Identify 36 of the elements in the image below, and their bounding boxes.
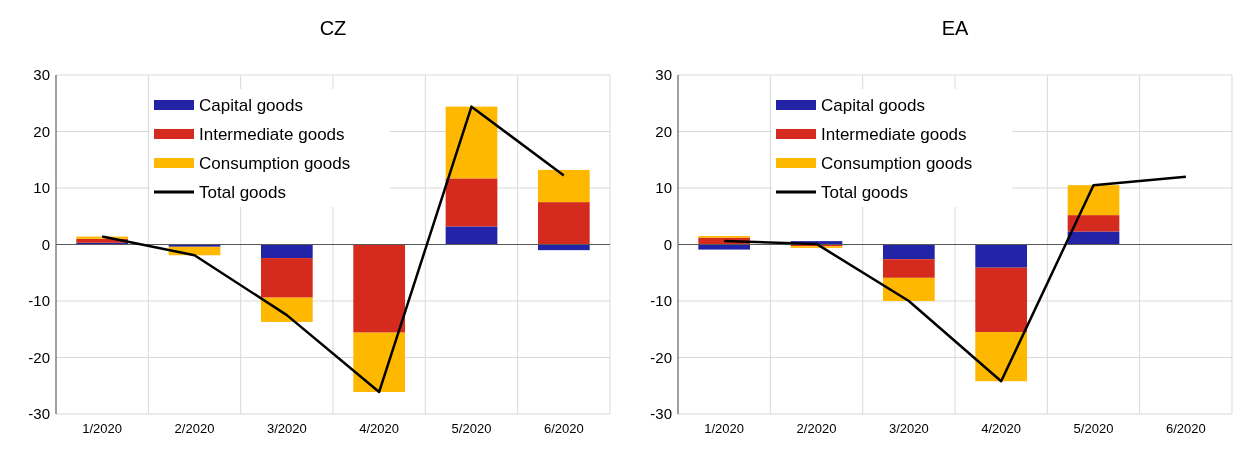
chart-title: CZ bbox=[319, 17, 347, 39]
x-tick-label: 5/2020 bbox=[451, 421, 492, 436]
y-tick-label: -30 bbox=[28, 405, 50, 423]
y-tick-label: -20 bbox=[650, 348, 672, 366]
x-tick-label: 6/2020 bbox=[543, 421, 584, 436]
y-tick-label: 0 bbox=[41, 235, 50, 253]
legend-label: Intermediate goods bbox=[821, 124, 967, 144]
y-tick-label: 10 bbox=[655, 179, 672, 197]
y-tick-label: -10 bbox=[28, 292, 50, 310]
y-tick-label: -30 bbox=[650, 405, 672, 423]
y-tick-label: 30 bbox=[33, 66, 50, 84]
x-tick-label: 3/2020 bbox=[266, 421, 307, 436]
chart-title: EA bbox=[941, 17, 969, 39]
x-tick-label: 2/2020 bbox=[174, 421, 215, 436]
y-tick-label: 30 bbox=[655, 66, 672, 84]
x-tick-label: 4/2020 bbox=[981, 421, 1022, 436]
legend-label: Intermediate goods bbox=[199, 124, 345, 144]
legend-label: Consumption goods bbox=[821, 153, 973, 173]
legend-label: Total goods bbox=[199, 182, 286, 202]
legend-label: Consumption goods bbox=[199, 153, 351, 173]
y-tick-label: 10 bbox=[33, 179, 50, 197]
y-tick-label: -10 bbox=[650, 292, 672, 310]
y-tick-label: -20 bbox=[28, 348, 50, 366]
y-tick-label: 20 bbox=[33, 122, 50, 140]
y-tick-label: 0 bbox=[663, 235, 672, 253]
x-tick-label: 3/2020 bbox=[888, 421, 929, 436]
x-tick-label: 2/2020 bbox=[796, 421, 837, 436]
x-tick-label: 5/2020 bbox=[1073, 421, 1114, 436]
x-tick-label: 4/2020 bbox=[359, 421, 400, 436]
x-tick-label: 1/2020 bbox=[704, 421, 745, 436]
x-tick-label: 6/2020 bbox=[1165, 421, 1206, 436]
y-tick-label: 20 bbox=[655, 122, 672, 140]
legend-label: Capital goods bbox=[821, 95, 925, 115]
legend-label: Capital goods bbox=[199, 95, 303, 115]
x-tick-label: 1/2020 bbox=[82, 421, 123, 436]
legend-label: Total goods bbox=[821, 182, 908, 202]
